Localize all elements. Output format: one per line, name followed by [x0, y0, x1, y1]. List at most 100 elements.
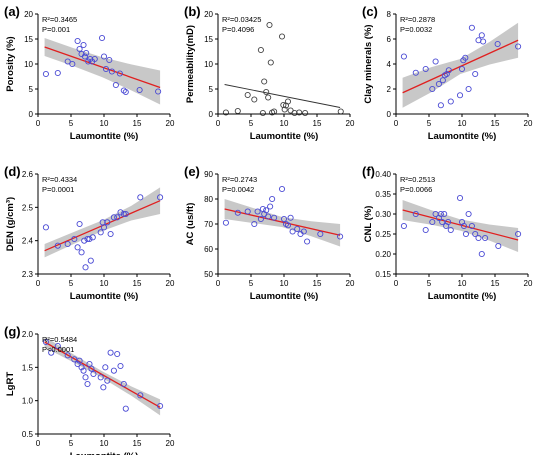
y-tick-label: 0 — [209, 110, 214, 119]
y-axis-label: Permeability(mD) — [185, 25, 196, 103]
data-point — [104, 219, 111, 226]
data-point — [300, 228, 307, 235]
data-point — [76, 357, 83, 364]
r-squared-label: R²=0.5484 — [42, 335, 77, 344]
data-point — [266, 21, 273, 29]
data-point — [91, 55, 98, 63]
y-tick-label: 2.0 — [22, 330, 34, 339]
data-point — [494, 40, 501, 48]
y-tick-label: 10 — [24, 60, 33, 69]
data-point — [82, 264, 89, 271]
x-tick-label: 10 — [100, 279, 109, 288]
data-point — [267, 203, 274, 210]
y-tick-label: 60 — [204, 245, 213, 254]
r-squared-label: R²=0.3465 — [42, 15, 77, 24]
data-point — [122, 405, 129, 412]
x-tick-label: 5 — [249, 279, 254, 288]
data-point — [445, 67, 452, 74]
y-axis-label: AC (us/ft) — [185, 203, 196, 246]
x-tick-label: 5 — [69, 119, 74, 128]
data-point — [100, 384, 107, 391]
data-point — [110, 214, 117, 221]
y-tick-label: 0.25 — [375, 230, 391, 239]
y-tick-label: 0.20 — [375, 250, 391, 259]
r-squared-label: R²=0.2878 — [400, 15, 435, 24]
data-point — [422, 226, 429, 234]
data-point — [269, 195, 276, 203]
data-point — [317, 230, 324, 238]
data-point — [515, 43, 522, 50]
data-point — [278, 185, 286, 193]
y-tick-label: 5 — [209, 85, 214, 94]
panel-d: (d) 0 5 10 15 20 2.3 2.4 2.5 2.6 Laumontite (%) DEN… — [4, 164, 175, 302]
data-point — [74, 244, 81, 251]
data-point — [78, 249, 85, 256]
data-point — [137, 194, 144, 201]
data-point — [222, 219, 229, 226]
data-point — [289, 228, 296, 235]
panel-label: (f) — [362, 164, 375, 179]
data-point — [107, 230, 114, 238]
p-value-label: P<0.0001 — [42, 345, 74, 354]
data-point — [76, 220, 83, 228]
y-axis-label: DEN (g/cm³) — [5, 197, 16, 251]
data-point — [120, 380, 127, 388]
data-point — [100, 224, 108, 231]
x-axis-label: Laumontite (%) — [70, 291, 139, 302]
y-tick-label: 50 — [204, 270, 213, 279]
data-point — [480, 38, 487, 45]
fit-line — [402, 209, 519, 241]
data-point — [429, 218, 436, 226]
data-point — [80, 367, 87, 374]
y-tick-label: 0.30 — [375, 210, 391, 219]
panel-label: (a) — [4, 4, 20, 19]
y-tick-label: 20 — [204, 10, 213, 19]
panel-b: (b) 0 5 10 15 20 0 5 10 15 20 Laumontite (%) Permeab… — [184, 4, 355, 142]
panel-label: (e) — [184, 164, 200, 179]
data-point — [291, 109, 298, 117]
data-point — [222, 109, 229, 116]
data-point — [157, 194, 164, 201]
data-point — [102, 364, 109, 371]
data-point — [271, 214, 278, 221]
x-tick-label: 10 — [100, 439, 109, 448]
data-point — [337, 233, 344, 240]
data-point — [244, 208, 251, 215]
y-tick-label: 80 — [204, 195, 213, 204]
y-tick-label: 0.15 — [375, 270, 391, 279]
data-point — [48, 349, 55, 356]
confidence-band — [44, 336, 161, 416]
data-point — [82, 374, 89, 381]
r-squared-label: R²=0.2743 — [222, 175, 257, 184]
data-point — [495, 242, 502, 250]
data-point — [234, 107, 241, 115]
data-point — [441, 210, 448, 218]
data-point — [234, 209, 241, 216]
data-point — [400, 222, 407, 230]
data-point — [478, 250, 485, 258]
data-point — [304, 238, 311, 245]
data-point — [265, 94, 272, 101]
panel-label: (b) — [184, 4, 201, 19]
data-point — [114, 214, 121, 221]
data-point — [472, 70, 479, 78]
x-tick-label: 0 — [216, 119, 221, 128]
data-point — [284, 222, 292, 229]
data-point — [251, 220, 258, 228]
data-point — [435, 80, 442, 88]
data-point — [412, 69, 419, 76]
x-tick-label: 20 — [346, 279, 355, 288]
confidence-band — [402, 22, 519, 108]
data-point — [447, 98, 454, 105]
y-tick-label: 8 — [387, 10, 392, 19]
x-tick-label: 5 — [69, 439, 74, 448]
data-point — [98, 34, 106, 42]
data-point — [84, 380, 91, 388]
x-tick-label: 15 — [491, 279, 500, 288]
x-tick-label: 0 — [36, 439, 41, 448]
data-point — [97, 229, 104, 236]
data-point — [447, 226, 454, 234]
data-point — [102, 65, 110, 73]
data-point — [122, 88, 129, 96]
y-tick-label: 2.4 — [22, 237, 34, 246]
